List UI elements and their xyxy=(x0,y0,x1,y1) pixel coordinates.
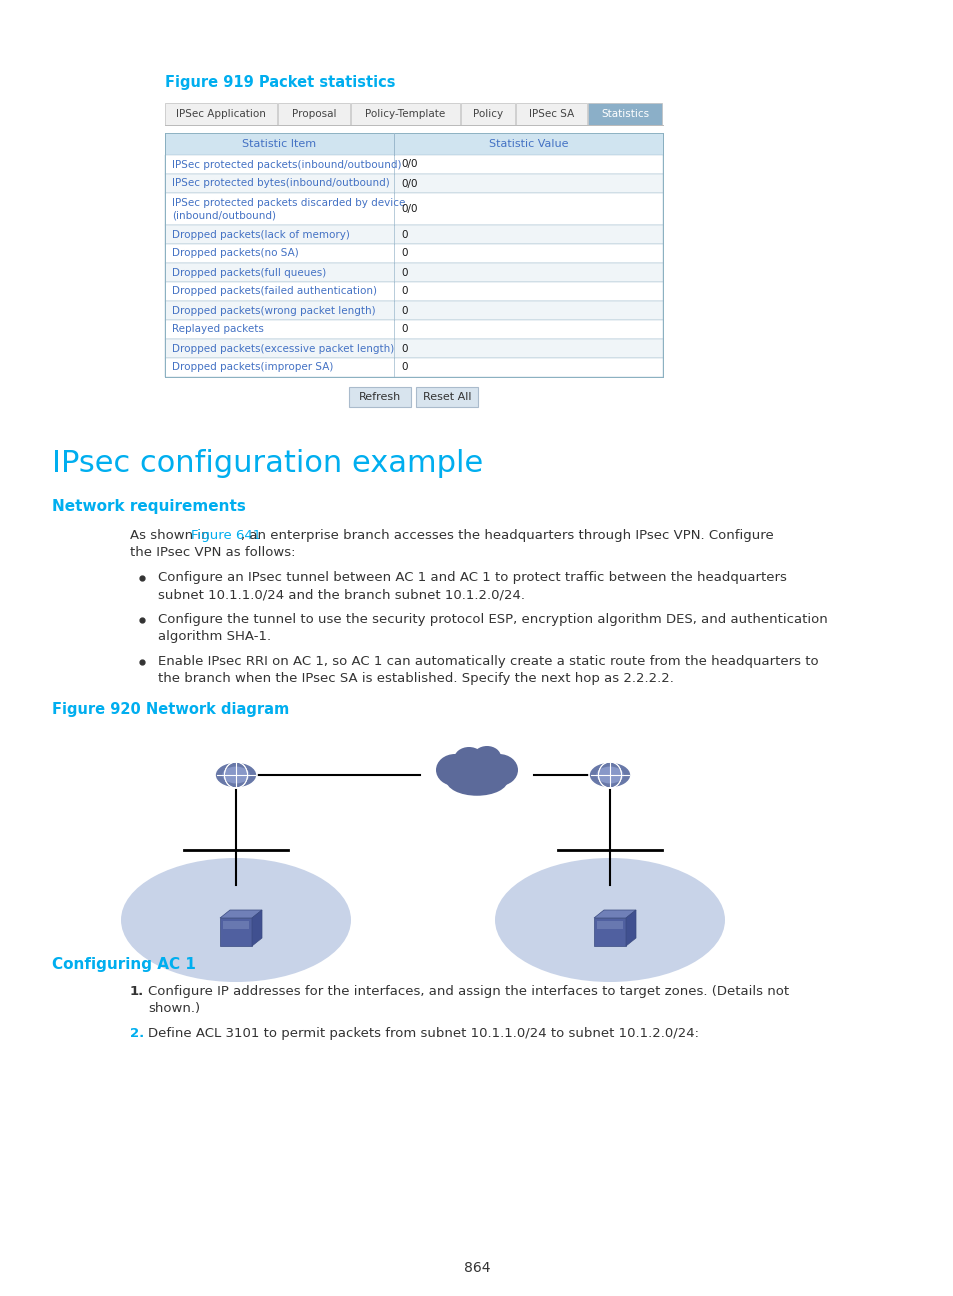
FancyBboxPatch shape xyxy=(165,156,662,174)
Ellipse shape xyxy=(473,746,500,769)
Text: Refresh: Refresh xyxy=(359,391,401,402)
FancyBboxPatch shape xyxy=(165,320,662,340)
FancyBboxPatch shape xyxy=(223,921,249,929)
Text: 0: 0 xyxy=(400,306,407,315)
Text: Dropped packets(excessive packet length): Dropped packets(excessive packet length) xyxy=(172,343,394,354)
FancyBboxPatch shape xyxy=(165,301,662,320)
FancyBboxPatch shape xyxy=(165,133,662,156)
Text: Policy-Template: Policy-Template xyxy=(365,109,445,119)
Text: 0/0: 0/0 xyxy=(400,203,417,214)
FancyBboxPatch shape xyxy=(165,340,662,358)
Polygon shape xyxy=(594,910,636,918)
Ellipse shape xyxy=(446,765,507,796)
Text: Figure 919 Packet statistics: Figure 919 Packet statistics xyxy=(165,75,395,89)
Text: Statistics: Statistics xyxy=(600,109,648,119)
Text: subnet 10.1.1.0/24 and the branch subnet 10.1.2.0/24.: subnet 10.1.1.0/24 and the branch subnet… xyxy=(158,588,524,601)
FancyBboxPatch shape xyxy=(351,102,459,124)
Text: algorithm SHA-1.: algorithm SHA-1. xyxy=(158,630,271,643)
Text: As shown in: As shown in xyxy=(130,529,213,542)
Text: Figure 641: Figure 641 xyxy=(191,529,260,542)
Text: Dropped packets(wrong packet length): Dropped packets(wrong packet length) xyxy=(172,306,375,315)
Text: (inbound/outbound): (inbound/outbound) xyxy=(172,211,275,222)
Text: IPSec protected bytes(inbound/outbound): IPSec protected bytes(inbound/outbound) xyxy=(172,179,390,188)
Text: Define ACL 3101 to permit packets from subnet 10.1.1.0/24 to subnet 10.1.2.0/24:: Define ACL 3101 to permit packets from s… xyxy=(148,1026,699,1039)
FancyBboxPatch shape xyxy=(349,388,411,407)
Text: IPSec SA: IPSec SA xyxy=(528,109,574,119)
FancyBboxPatch shape xyxy=(165,358,662,377)
FancyBboxPatch shape xyxy=(277,102,350,124)
Text: Statistic Value: Statistic Value xyxy=(488,139,568,149)
Text: the branch when the IPsec SA is established. Specify the next hop as 2.2.2.2.: the branch when the IPsec SA is establis… xyxy=(158,673,673,686)
Polygon shape xyxy=(220,910,262,918)
Ellipse shape xyxy=(121,858,351,982)
Text: Proposal: Proposal xyxy=(292,109,335,119)
Text: Dropped packets(failed authentication): Dropped packets(failed authentication) xyxy=(172,286,376,297)
Text: Statistic Item: Statistic Item xyxy=(242,139,316,149)
Text: IPsec configuration example: IPsec configuration example xyxy=(52,448,483,478)
Polygon shape xyxy=(252,910,262,946)
Text: 1.: 1. xyxy=(130,985,144,998)
Ellipse shape xyxy=(495,858,724,982)
Text: Dropped packets(full queues): Dropped packets(full queues) xyxy=(172,267,326,277)
Polygon shape xyxy=(625,910,636,946)
Text: 0: 0 xyxy=(400,324,407,334)
Text: 0/0: 0/0 xyxy=(400,179,417,188)
FancyBboxPatch shape xyxy=(587,102,661,124)
Ellipse shape xyxy=(588,762,630,788)
FancyBboxPatch shape xyxy=(416,388,478,407)
Text: IPSec protected packets discarded by device: IPSec protected packets discarded by dev… xyxy=(172,198,405,207)
Text: Configure IP addresses for the interfaces, and assign the interfaces to target z: Configure IP addresses for the interface… xyxy=(148,985,788,998)
FancyBboxPatch shape xyxy=(165,263,662,283)
Text: Configuring AC 1: Configuring AC 1 xyxy=(52,956,195,972)
Ellipse shape xyxy=(596,766,623,784)
FancyBboxPatch shape xyxy=(516,102,586,124)
Ellipse shape xyxy=(214,762,256,788)
FancyBboxPatch shape xyxy=(220,918,252,946)
Text: IPSec protected packets(inbound/outbound): IPSec protected packets(inbound/outbound… xyxy=(172,159,401,170)
Text: IPSec Application: IPSec Application xyxy=(176,109,266,119)
FancyBboxPatch shape xyxy=(165,283,662,301)
Text: 0: 0 xyxy=(400,249,407,258)
Text: 2.: 2. xyxy=(130,1026,144,1039)
Text: 0: 0 xyxy=(400,286,407,297)
Text: Configure the tunnel to use the security protocol ESP, encryption algorithm DES,: Configure the tunnel to use the security… xyxy=(158,613,827,626)
Text: the IPsec VPN as follows:: the IPsec VPN as follows: xyxy=(130,546,295,559)
Text: Dropped packets(no SA): Dropped packets(no SA) xyxy=(172,249,298,258)
FancyBboxPatch shape xyxy=(597,921,622,929)
Text: Configure an IPsec tunnel between AC 1 and AC 1 to protect traffic between the h: Configure an IPsec tunnel between AC 1 a… xyxy=(158,572,786,584)
Ellipse shape xyxy=(222,766,250,784)
FancyBboxPatch shape xyxy=(165,193,662,226)
Text: 0: 0 xyxy=(400,343,407,354)
Ellipse shape xyxy=(479,754,517,785)
FancyBboxPatch shape xyxy=(165,102,276,124)
Text: Reset All: Reset All xyxy=(423,391,471,402)
Text: 0: 0 xyxy=(400,363,407,372)
Ellipse shape xyxy=(436,754,474,785)
Text: , an enterprise branch accesses the headquarters through IPsec VPN. Configure: , an enterprise branch accesses the head… xyxy=(241,529,773,542)
FancyBboxPatch shape xyxy=(165,133,662,135)
Text: Network requirements: Network requirements xyxy=(52,499,246,515)
Text: 0: 0 xyxy=(400,229,407,240)
Text: Dropped packets(lack of memory): Dropped packets(lack of memory) xyxy=(172,229,350,240)
FancyBboxPatch shape xyxy=(165,226,662,244)
FancyBboxPatch shape xyxy=(460,102,515,124)
Text: Enable IPsec RRI on AC 1, so AC 1 can automatically create a static route from t: Enable IPsec RRI on AC 1, so AC 1 can au… xyxy=(158,654,818,667)
Text: 0: 0 xyxy=(400,267,407,277)
FancyBboxPatch shape xyxy=(165,244,662,263)
Text: 864: 864 xyxy=(463,1261,490,1275)
Text: Figure 920 Network diagram: Figure 920 Network diagram xyxy=(52,702,289,717)
Text: shown.): shown.) xyxy=(148,1002,200,1015)
Ellipse shape xyxy=(456,750,497,779)
FancyBboxPatch shape xyxy=(165,174,662,193)
Ellipse shape xyxy=(454,746,483,771)
Text: Policy: Policy xyxy=(473,109,502,119)
FancyBboxPatch shape xyxy=(594,918,625,946)
Text: 0/0: 0/0 xyxy=(400,159,417,170)
Text: Dropped packets(improper SA): Dropped packets(improper SA) xyxy=(172,363,333,372)
Text: Replayed packets: Replayed packets xyxy=(172,324,264,334)
